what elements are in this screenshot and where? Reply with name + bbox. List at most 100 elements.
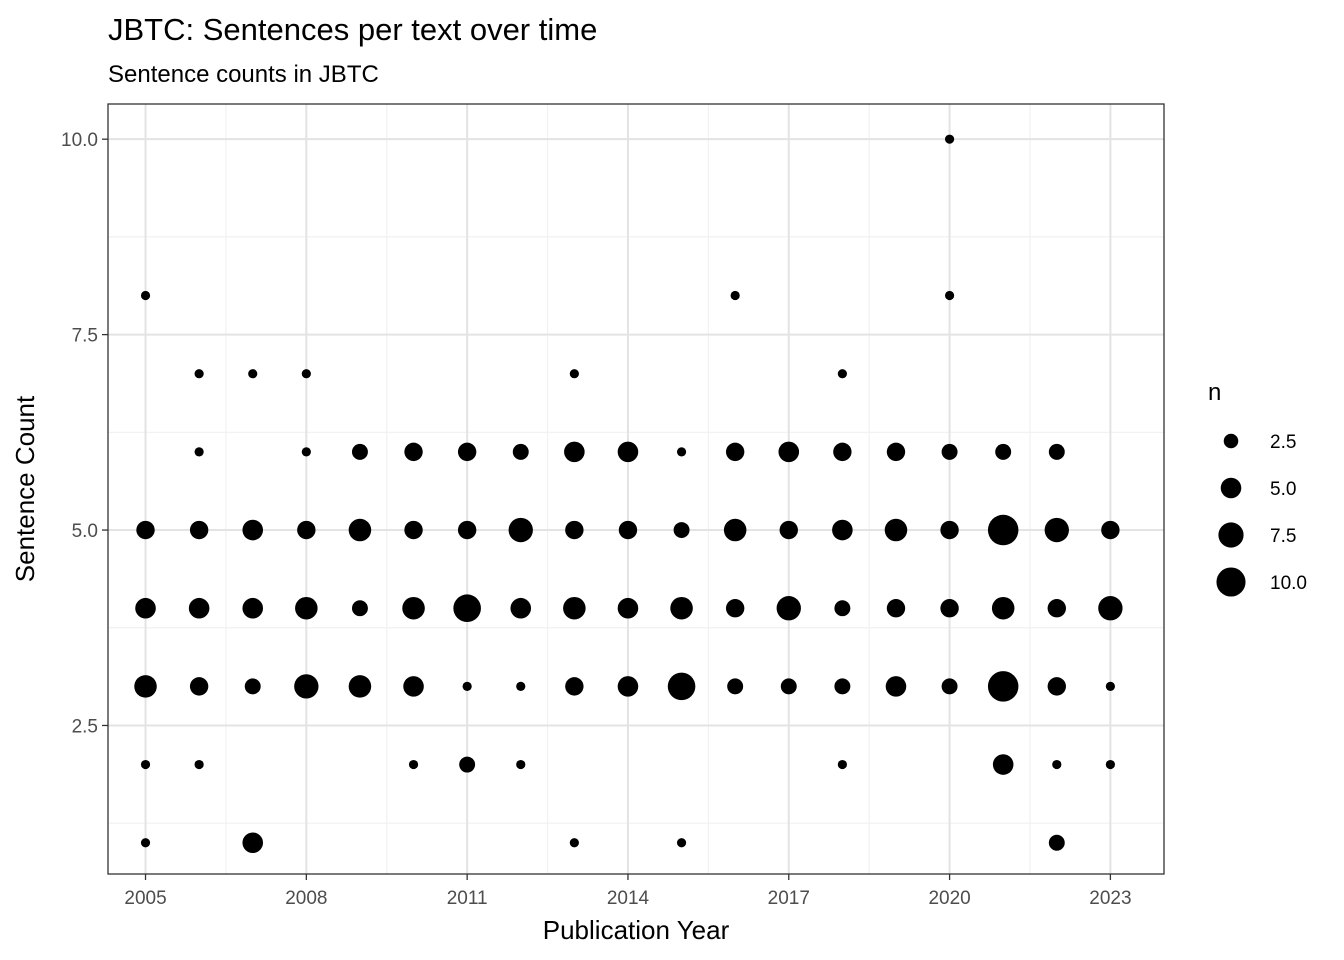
data-point: [569, 838, 579, 848]
data-point: [459, 756, 476, 773]
data-point: [1044, 517, 1069, 543]
data-point: [351, 600, 368, 617]
legend-key-circle: [1216, 567, 1246, 597]
data-point: [457, 442, 477, 462]
data-points: [134, 134, 1123, 854]
data-point: [779, 520, 798, 540]
data-point: [453, 594, 481, 623]
data-point: [404, 442, 423, 462]
data-point: [941, 678, 958, 695]
data-point: [676, 447, 687, 457]
data-point: [189, 520, 209, 540]
data-point: [995, 443, 1012, 460]
data-point: [134, 675, 157, 698]
data-point: [140, 290, 151, 301]
data-point: [1048, 834, 1065, 851]
y-tick-label: 7.5: [72, 326, 98, 347]
data-point: [563, 596, 586, 620]
data-point: [940, 520, 959, 540]
data-point: [408, 759, 419, 770]
data-point: [1047, 677, 1066, 696]
data-point: [725, 599, 745, 618]
data-point: [248, 369, 258, 379]
data-point: [348, 518, 372, 542]
data-point: [189, 677, 209, 696]
data-point: [516, 681, 526, 691]
chart-title: JBTC: Sentences per text over time: [108, 12, 597, 47]
data-point: [508, 517, 533, 543]
data-point: [776, 596, 801, 621]
legend-key-label: 2.5: [1270, 432, 1296, 453]
data-point: [457, 520, 477, 540]
data-point: [244, 678, 261, 695]
data-point: [297, 520, 316, 540]
y-axis-title: Sentence Count: [10, 395, 40, 582]
data-point: [676, 838, 687, 848]
data-point: [723, 518, 747, 542]
data-point: [780, 678, 797, 695]
data-point: [1048, 443, 1065, 460]
chart-subtitle: Sentence counts in JBTC: [108, 61, 379, 88]
data-point: [348, 675, 372, 698]
data-point: [565, 677, 584, 696]
plot-panel-background: [108, 104, 1164, 874]
legend-key-label: 5.0: [1270, 479, 1296, 500]
data-point: [992, 754, 1014, 775]
data-point: [987, 671, 1019, 702]
legend-key-label: 10.0: [1270, 573, 1307, 594]
data-point: [1052, 759, 1062, 770]
data-point: [194, 447, 204, 457]
data-point: [1105, 681, 1115, 691]
data-point: [884, 518, 908, 542]
data-point: [194, 369, 204, 379]
data-point: [242, 832, 264, 854]
data-point: [516, 759, 526, 770]
data-point: [837, 369, 847, 379]
x-axis: 2005 2008 2011 2014 2017 2020 2023: [124, 874, 1132, 909]
data-point: [617, 441, 639, 463]
x-tick-label: 2017: [768, 888, 810, 909]
data-point: [1105, 759, 1115, 770]
y-tick-label: 5.0: [72, 521, 98, 542]
legend-key-circle: [1220, 477, 1242, 499]
data-point: [833, 442, 852, 462]
data-point: [564, 441, 585, 463]
data-point: [301, 369, 311, 379]
data-point: [462, 681, 472, 691]
data-point: [135, 597, 156, 619]
data-point: [778, 441, 800, 463]
data-point: [667, 672, 696, 701]
data-point: [294, 674, 319, 699]
data-point: [569, 369, 579, 379]
y-tick-label: 10.0: [61, 130, 98, 151]
legend-key-circle: [1218, 522, 1244, 548]
data-point: [834, 678, 851, 695]
x-tick-label: 2008: [285, 888, 327, 909]
y-tick-label: 2.5: [72, 716, 98, 737]
data-point: [301, 447, 311, 457]
data-point: [832, 519, 853, 541]
data-point: [886, 599, 906, 618]
x-tick-label: 2023: [1089, 888, 1131, 909]
y-axis: 2.5 5.0 7.5 10.0: [61, 130, 108, 737]
plot-panel-border: [107, 103, 1165, 875]
data-point: [991, 596, 1015, 620]
x-axis-title: Publication Year: [543, 915, 730, 945]
data-point: [730, 290, 740, 301]
data-point: [1047, 599, 1066, 618]
data-point: [351, 443, 368, 460]
legend-key-label: 7.5: [1270, 526, 1296, 547]
size-legend: n 2.5 5.0 7.5 10.0: [1208, 379, 1307, 597]
data-point: [725, 442, 745, 462]
data-point: [242, 519, 264, 541]
data-point: [944, 290, 955, 301]
data-point: [618, 520, 638, 540]
data-point: [403, 676, 424, 697]
data-point: [987, 514, 1019, 546]
data-point: [140, 838, 151, 848]
data-point: [941, 443, 958, 460]
data-point: [136, 520, 155, 540]
data-point: [404, 520, 423, 540]
data-point: [940, 599, 959, 618]
